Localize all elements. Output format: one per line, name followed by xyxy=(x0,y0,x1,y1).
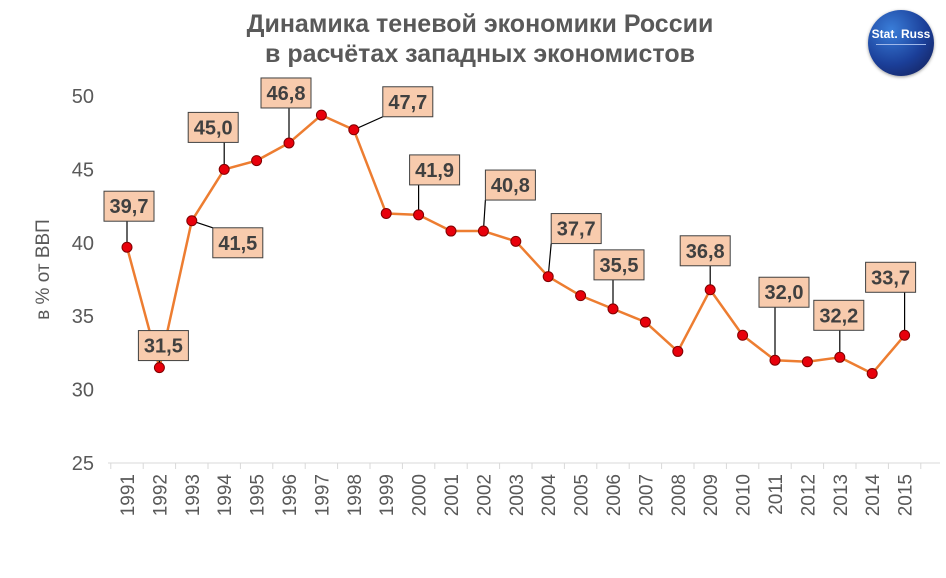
data-label: 32,0 xyxy=(765,282,804,304)
x-tick-label: 2009 xyxy=(701,474,722,516)
data-label-box xyxy=(103,190,155,222)
x-tick-label: 2003 xyxy=(507,474,528,516)
data-point-2004 xyxy=(542,271,554,283)
data-point-2002 xyxy=(477,225,489,237)
data-label-box xyxy=(260,77,312,109)
y-axis-title: в % от ВВП xyxy=(33,219,54,320)
x-tick-label: 1991 xyxy=(118,474,139,516)
y-tick-label: 25 xyxy=(72,453,94,475)
x-tick-label: 2013 xyxy=(831,474,852,516)
data-label: 39,7 xyxy=(110,196,149,218)
data-label: 37,7 xyxy=(557,219,596,241)
data-label-box xyxy=(137,330,189,362)
data-label-box xyxy=(865,261,917,293)
data-point-2008 xyxy=(672,345,684,357)
data-point-1992 xyxy=(153,362,165,374)
data-point-2012 xyxy=(801,356,813,368)
x-tick-label: 1999 xyxy=(377,474,398,516)
data-label-leader xyxy=(547,243,552,277)
data-point-2013 xyxy=(834,351,846,363)
data-label-box xyxy=(382,86,434,118)
data-label-box xyxy=(187,111,239,143)
data-point-1995 xyxy=(251,155,263,167)
data-label-box xyxy=(758,276,810,308)
y-tick-label: 40 xyxy=(72,233,94,255)
data-point-2011 xyxy=(769,354,781,366)
data-point-1996 xyxy=(283,137,295,149)
x-tick-label: 1994 xyxy=(215,474,236,517)
x-tick-label: 2002 xyxy=(474,474,495,516)
chart-title-line-1: Динамика теневой экономики России xyxy=(246,10,714,38)
chart-title-line-2: в расчётах западных экономистов xyxy=(265,40,695,68)
y-tick-label: 45 xyxy=(72,159,94,181)
stat-russ-logo: Stat. Russ xyxy=(868,10,934,76)
x-tick-label: 2000 xyxy=(410,474,431,516)
data-point-2005 xyxy=(575,290,587,302)
x-tick-label: 2004 xyxy=(539,474,560,517)
data-label: 40,8 xyxy=(491,175,530,197)
x-tick-label: 1995 xyxy=(248,474,269,516)
data-label: 31,5 xyxy=(144,336,183,358)
data-label-box xyxy=(679,235,731,267)
x-tick-label: 1997 xyxy=(312,474,333,516)
data-point-1994 xyxy=(218,163,230,175)
y-tick-label: 35 xyxy=(72,306,94,328)
data-point-2007 xyxy=(639,316,651,328)
data-point-2000 xyxy=(413,209,425,221)
x-tick-label: 2001 xyxy=(442,474,463,516)
x-tick-label: 2015 xyxy=(896,474,917,516)
x-tick-label: 1993 xyxy=(183,474,204,516)
data-label-box xyxy=(484,169,536,201)
data-point-2010 xyxy=(737,329,749,341)
data-point-1998 xyxy=(348,124,360,136)
x-tick-label: 1996 xyxy=(280,474,301,516)
data-label: 46,8 xyxy=(267,83,306,105)
data-point-1999 xyxy=(380,207,392,219)
logo-divider xyxy=(876,44,926,45)
y-tick-label: 50 xyxy=(72,86,94,108)
logo-text: Stat. Russ xyxy=(871,27,931,41)
x-tick-label: 2008 xyxy=(669,474,690,516)
data-label-box xyxy=(593,249,645,281)
x-tick-label: 2005 xyxy=(572,474,593,516)
x-tick-label: 1998 xyxy=(345,474,366,516)
data-label-box xyxy=(813,299,865,331)
data-point-1997 xyxy=(315,109,327,121)
data-label: 35,5 xyxy=(600,255,639,277)
data-label: 32,2 xyxy=(819,305,858,327)
y-tick-label: 30 xyxy=(72,380,94,402)
data-label: 33,7 xyxy=(871,267,910,289)
data-point-1991 xyxy=(121,241,133,253)
x-tick-label: 2007 xyxy=(636,474,657,516)
data-point-2006 xyxy=(607,303,619,315)
data-label: 36,8 xyxy=(686,241,725,263)
data-point-2009 xyxy=(704,284,716,296)
data-label: 47,7 xyxy=(388,92,427,114)
data-label-box xyxy=(550,213,602,245)
data-label-box xyxy=(409,154,461,186)
x-tick-label: 2010 xyxy=(734,474,755,516)
x-tick-label: 2011 xyxy=(766,474,787,515)
data-point-1993 xyxy=(186,215,198,227)
data-label: 41,5 xyxy=(218,233,257,255)
data-label: 45,0 xyxy=(194,117,233,139)
data-point-2014 xyxy=(866,367,878,379)
data-label-box xyxy=(212,227,264,259)
x-tick-label: 2006 xyxy=(604,474,625,516)
x-tick-label: 2014 xyxy=(863,474,884,517)
data-point-2003 xyxy=(510,235,522,247)
data-point-2015 xyxy=(899,329,911,341)
data-label: 41,9 xyxy=(415,160,454,182)
x-tick-label: 1992 xyxy=(150,474,171,516)
x-tick-label: 2012 xyxy=(798,474,819,516)
data-point-2001 xyxy=(445,225,457,237)
